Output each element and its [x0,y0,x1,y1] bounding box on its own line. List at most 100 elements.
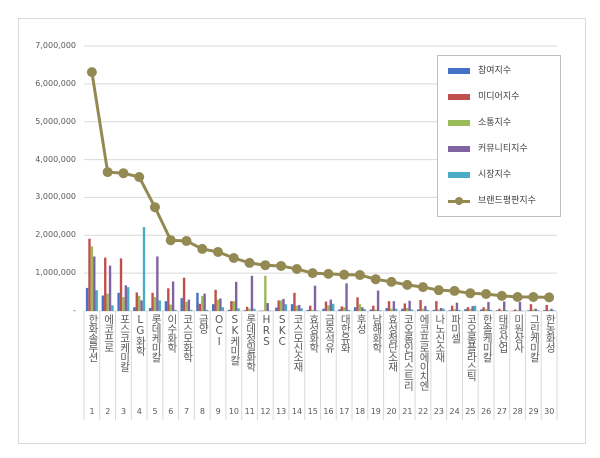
bar-5-1 [95,290,98,311]
bar-4-29 [534,308,537,311]
bar-3-25 [469,308,472,311]
bar-3-19 [374,309,377,311]
bar-2-11 [245,306,249,311]
rank-label: 30 [544,407,555,416]
bar-5-23 [442,308,445,311]
bar-3-2 [106,293,109,311]
y-tick-label: 7,000,000 [35,41,76,50]
bar-4-14 [298,304,301,311]
rank-label: 14 [291,407,303,416]
category-label: 남해화학 [370,314,383,352]
bar-2-13 [277,300,280,311]
bar-1-25 [464,309,467,311]
category-label: 효성첨단소재 [386,314,399,371]
bar-5-4 [142,226,146,311]
bar-3-17 [342,307,346,311]
bar-2-4 [135,292,138,311]
category-label: 코오롱인더스트리 [402,314,415,390]
bar-4-23 [439,307,443,311]
bar-4-30 [550,308,553,311]
category-label: 코스모신소재 [291,314,304,371]
brand-point-26 [481,288,492,299]
bar-3-11 [248,308,251,311]
legend-label: 시장지수 [478,170,512,180]
brand-point-25 [465,288,476,299]
bar-3-22 [421,308,425,311]
brand-point-21 [402,279,413,290]
bar-3-16 [327,305,330,311]
rank-label: 10 [228,407,239,416]
bar-4-25 [471,306,474,311]
category-label: 롯데케미칼 [150,314,163,362]
bar-1-18 [353,307,357,311]
bar-1-16 [322,308,325,311]
brand-point-20 [386,276,397,287]
y-tick-label: 5,000,000 [35,116,76,126]
bar-5-16 [331,303,335,311]
category-label: 금양 [197,314,210,333]
legend-item: 브랜드평판지수 [438,194,558,208]
category-label: 대한유화 [339,314,352,352]
bar-3-9 [216,299,220,311]
bar-5-22 [426,309,429,311]
brand-point-8 [197,243,208,254]
bar-2-12 [261,310,265,312]
bar-1-22 [416,309,420,311]
bar-4-4 [140,300,143,311]
category-label: 포스코케미칼 [118,314,131,371]
rank-label: 17 [339,407,350,416]
bar-4-13 [282,298,285,311]
rank-label: 27 [496,407,508,416]
legend-swatch-icon [448,68,470,74]
rank-label: 20 [386,407,397,416]
bar-5-29 [536,310,540,311]
bar-3-1 [90,246,94,311]
brand-point-5 [149,202,160,213]
bar-1-6 [164,301,168,311]
bar-1-8 [196,292,199,311]
rank-label: 18 [354,407,366,416]
bar-2-6 [167,288,170,311]
rank-label: 11 [244,407,255,416]
bar-1-11 [243,310,246,311]
bar-5-3 [127,287,130,311]
bar-2-24 [450,305,454,311]
bar-2-23 [435,301,438,311]
bar-1-13 [275,307,278,311]
bar-5-5 [158,300,161,311]
category-label: 에코프로에이치엔 [418,314,431,390]
bar-4-16 [329,299,332,311]
bar-3-21 [406,307,409,311]
legend-swatch-icon [448,146,470,152]
bar-4-6 [171,281,175,311]
bar-2-28 [513,309,517,311]
legend-label: 참여지수 [478,66,512,76]
bar-2-25 [466,307,470,311]
bar-1-15 [306,309,310,311]
bar-5-6 [174,309,177,311]
bar-4-26 [487,301,490,311]
bar-4-5 [156,256,159,311]
brand-point-15 [307,268,318,279]
category-label: 효성화학 [307,314,320,352]
bar-4-18 [361,307,364,311]
brand-point-11 [244,257,255,268]
bar-4-28 [518,301,522,311]
rank-label: 23 [433,407,444,416]
bar-1-29 [527,310,530,311]
bar-5-27 [505,310,508,311]
y-tick-label: 3,000,000 [35,192,76,202]
bar-1-14 [290,304,294,311]
rank-label: 21 [402,407,413,416]
bar-1-4 [133,307,136,311]
legend: 참여지수 미디어지수 소통지수 커뮤니티지수 시장지수 브랜드평판지수 [437,55,561,217]
rank-label: 8 [199,407,205,416]
bar-5-24 [458,309,461,311]
bar-2-26 [482,307,485,311]
bar-5-14 [300,308,303,311]
brand-point-3 [118,168,129,179]
bar-4-11 [250,275,254,311]
category-label: 미원상사 [512,314,525,352]
legend-swatch-icon [448,120,470,126]
bar-3-10 [232,301,235,311]
